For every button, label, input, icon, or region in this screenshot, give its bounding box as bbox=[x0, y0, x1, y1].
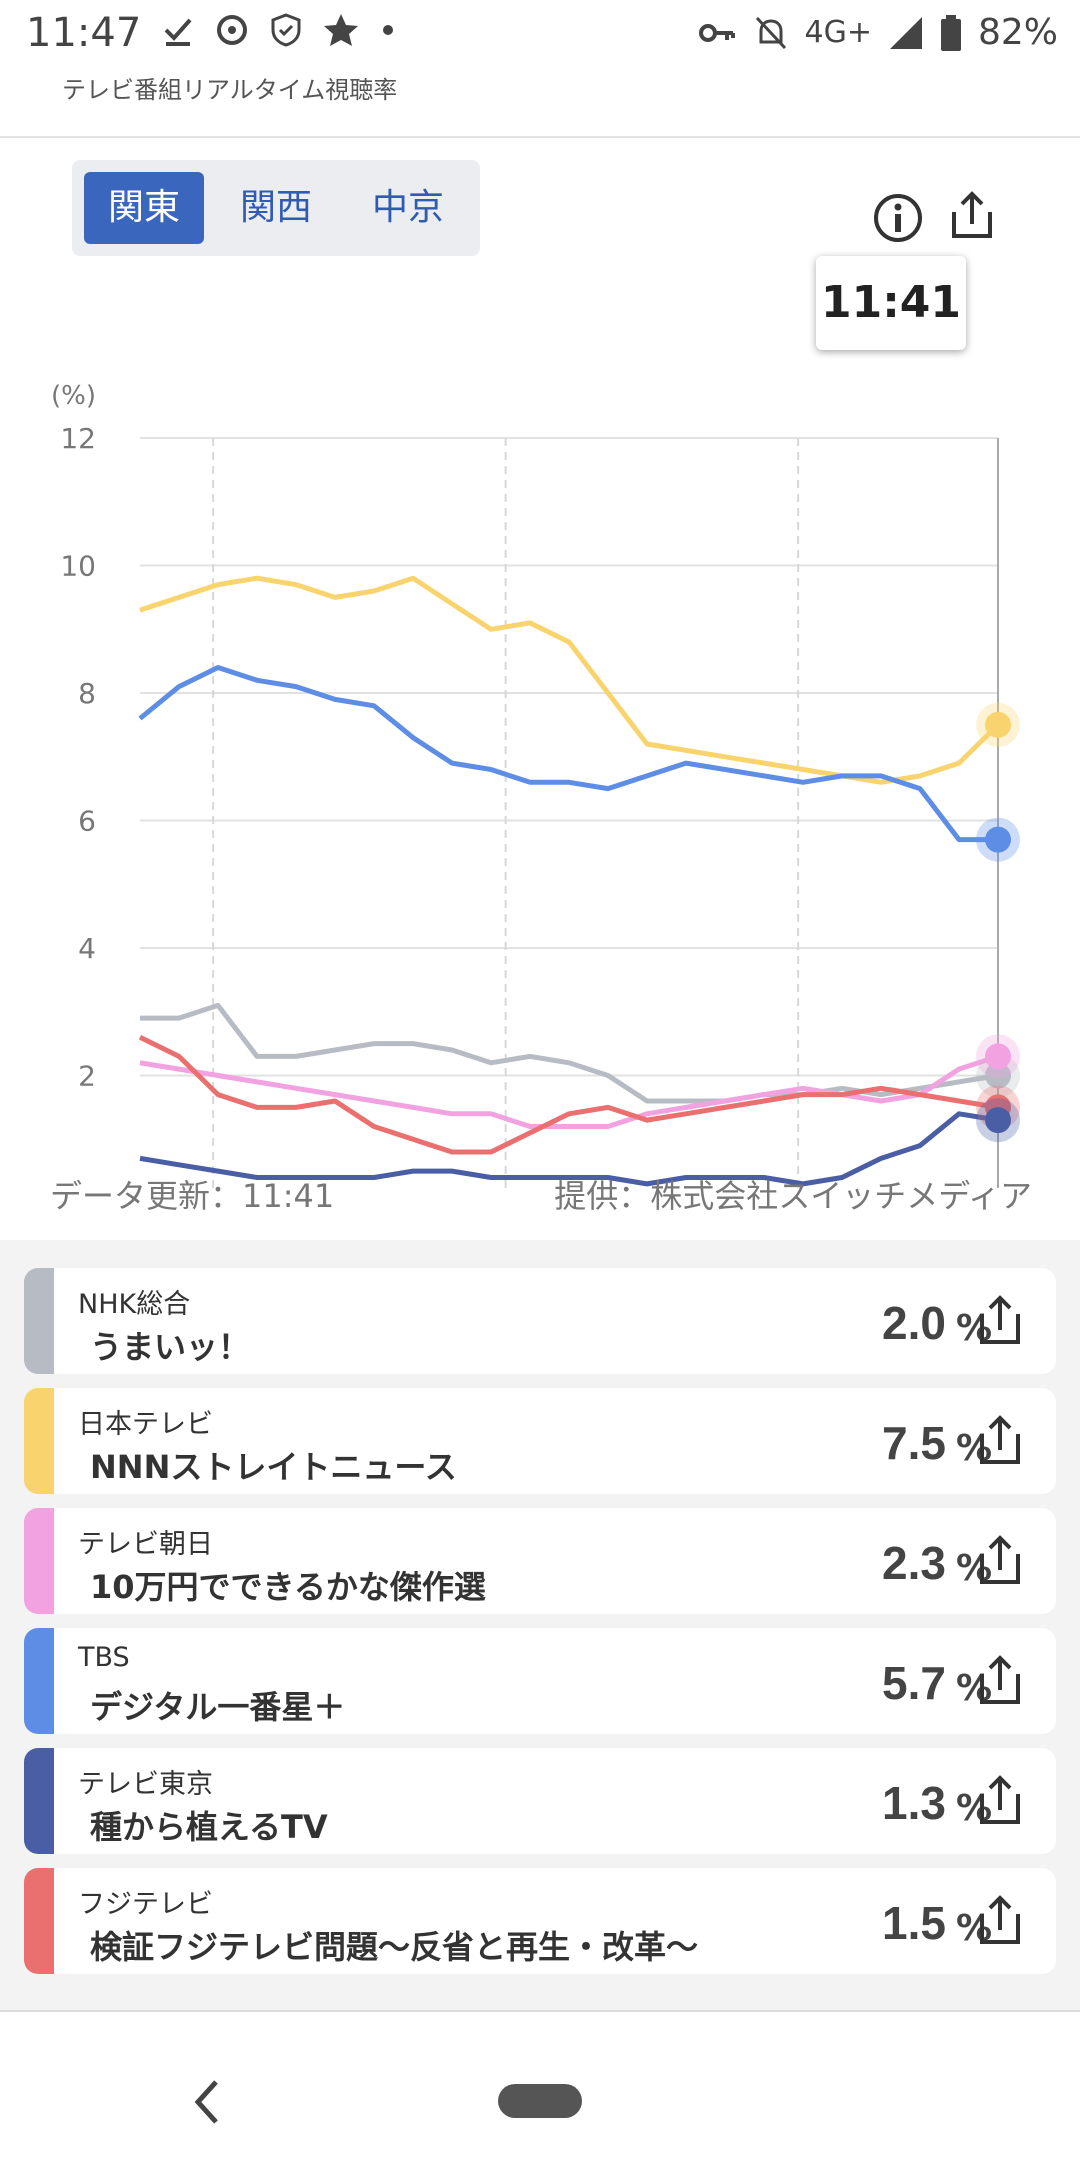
chart-tooltip: 11:41 bbox=[816, 256, 966, 350]
channel-name: テレビ朝日 bbox=[78, 1529, 213, 1560]
channel-row-tbs[interactable]: TBS デジタル一番星＋ 5.7 % bbox=[24, 1628, 1056, 1734]
app-title: テレビ番組リアルタイム視聴率 bbox=[62, 76, 398, 104]
y-tick-label: 12 bbox=[60, 422, 96, 455]
region-selector: 関東 関西 中京 bbox=[72, 160, 480, 256]
y-tick-label: 8 bbox=[78, 677, 96, 710]
y-tick-label: 10 bbox=[60, 550, 96, 583]
rating-value: 1.5 bbox=[882, 1897, 946, 1949]
series-line bbox=[138, 1035, 999, 1155]
channel-color-strip bbox=[24, 1268, 54, 1374]
app-bar: テレビ番組リアルタイム視聴率 bbox=[0, 70, 1080, 138]
program-title: 検証フジテレビ問題〜反省と再生・改革〜 bbox=[90, 1928, 699, 1966]
download-done-icon bbox=[164, 18, 192, 46]
share-icon[interactable] bbox=[974, 1292, 1026, 1348]
mute-bell-icon bbox=[755, 16, 786, 49]
region-tab-kanto[interactable]: 関東 bbox=[84, 172, 204, 244]
program-title: 種から植えるTV bbox=[90, 1808, 328, 1846]
channel-color-strip bbox=[24, 1388, 54, 1494]
star-icon bbox=[324, 14, 358, 46]
share-icon[interactable] bbox=[974, 1892, 1026, 1948]
channel-name: 日本テレビ bbox=[78, 1409, 213, 1440]
more-dot-icon bbox=[383, 25, 393, 35]
y-axis-label: (%) bbox=[51, 381, 96, 411]
region-tab-kansai[interactable]: 関西 bbox=[239, 187, 312, 228]
rating-value: 2.0 bbox=[882, 1297, 946, 1349]
series-line bbox=[138, 665, 998, 843]
series-endpoint bbox=[985, 826, 1011, 853]
share-icon[interactable] bbox=[974, 1532, 1026, 1588]
back-icon[interactable] bbox=[188, 2072, 228, 2132]
share-icon[interactable] bbox=[974, 1412, 1026, 1468]
series-endpoint bbox=[985, 711, 1011, 738]
share-icon[interactable] bbox=[974, 1652, 1026, 1708]
navigation-bar bbox=[0, 2010, 1080, 2162]
series-line bbox=[139, 1054, 999, 1129]
info-icon[interactable] bbox=[870, 190, 926, 246]
status-time: 11:47 bbox=[26, 10, 142, 56]
channel-list: NHK総合 うまいッ！ 2.0 % 日本テレビ NNNストレイトニュース 7.5… bbox=[0, 1240, 1080, 2000]
chart-share-icon[interactable] bbox=[944, 188, 1000, 244]
channel-row-ntv[interactable]: 日本テレビ NNNストレイトニュース 7.5 % bbox=[24, 1388, 1056, 1494]
channel-color-strip bbox=[24, 1868, 54, 1974]
channel-color-strip bbox=[24, 1508, 54, 1614]
chart-grid bbox=[140, 437, 999, 1188]
share-icon[interactable] bbox=[974, 1772, 1026, 1828]
y-tick-label: 4 bbox=[78, 932, 96, 965]
rating-value: 1.3 bbox=[882, 1777, 946, 1829]
y-tick-label: 6 bbox=[78, 805, 96, 838]
notification-icons bbox=[160, 12, 398, 48]
series-endpoint bbox=[985, 1062, 1011, 1089]
battery-level: 82% bbox=[977, 12, 1058, 53]
data-provider-text: 提供：株式会社スイッチメディア bbox=[554, 1177, 1032, 1215]
y-tick-label: 2 bbox=[78, 1060, 96, 1093]
system-icons: 4G+ 82% bbox=[697, 12, 1058, 53]
channel-row-fujitv[interactable]: フジテレビ 検証フジテレビ問題〜反省と再生・改革〜 1.5 % bbox=[24, 1868, 1056, 1974]
rating-value: 2.3 bbox=[882, 1537, 946, 1589]
channel-name: TBS bbox=[78, 1642, 130, 1673]
channel-color-strip bbox=[24, 1748, 54, 1854]
series-line bbox=[139, 1111, 999, 1187]
shield-icon bbox=[271, 13, 301, 47]
channel-row-nhk[interactable]: NHK総合 うまいッ！ 2.0 % bbox=[24, 1268, 1056, 1374]
program-title: 10万円でできるかな傑作選 bbox=[90, 1568, 486, 1606]
y-axis: 0 2 4 6 8 10 12 (%) bbox=[51, 381, 96, 1188]
chart-endpoints bbox=[976, 702, 1020, 1143]
program-title: うまいッ！ bbox=[90, 1328, 251, 1366]
region-tab-chukyo[interactable]: 中京 bbox=[371, 187, 444, 228]
threads-icon bbox=[217, 15, 247, 45]
chart-series bbox=[138, 575, 1000, 1187]
data-updated-text: データ更新：11:41 bbox=[50, 1177, 335, 1215]
signal-icon bbox=[889, 16, 922, 49]
y-tick-label: 0 bbox=[78, 1187, 96, 1188]
series-endpoint bbox=[985, 1043, 1011, 1070]
series-line bbox=[140, 1002, 999, 1104]
channel-name: NHK総合 bbox=[78, 1289, 191, 1320]
home-pill-icon[interactable] bbox=[498, 2084, 582, 2118]
network-label: 4G+ bbox=[804, 15, 872, 50]
battery-icon bbox=[940, 14, 961, 51]
channel-color-strip bbox=[24, 1628, 54, 1734]
channel-row-tvasahi[interactable]: テレビ朝日 10万円でできるかな傑作選 2.3 % bbox=[24, 1508, 1056, 1614]
channel-row-tvtokyo[interactable]: テレビ東京 種から植えるTV 1.3 % bbox=[24, 1748, 1056, 1854]
program-title: デジタル一番星＋ bbox=[90, 1688, 346, 1726]
status-bar: 11:47 4G+ 82% bbox=[0, 0, 1080, 70]
series-endpoint bbox=[985, 1107, 1011, 1134]
chart-card: 関東 関西 中京 024681012(%) 09:0010:0011:00 11… bbox=[0, 138, 1080, 1240]
vpn-key-icon bbox=[698, 23, 735, 42]
ratings-line-chart: 024681012(%) 09:0010:0011:00 bbox=[51, 381, 1020, 1188]
rating-value: 5.7 bbox=[882, 1657, 946, 1709]
rating-value: 7.5 bbox=[882, 1417, 946, 1469]
channel-name: フジテレビ bbox=[78, 1889, 213, 1920]
channel-name: テレビ東京 bbox=[78, 1769, 213, 1800]
program-title: NNNストレイトニュース bbox=[90, 1448, 457, 1486]
